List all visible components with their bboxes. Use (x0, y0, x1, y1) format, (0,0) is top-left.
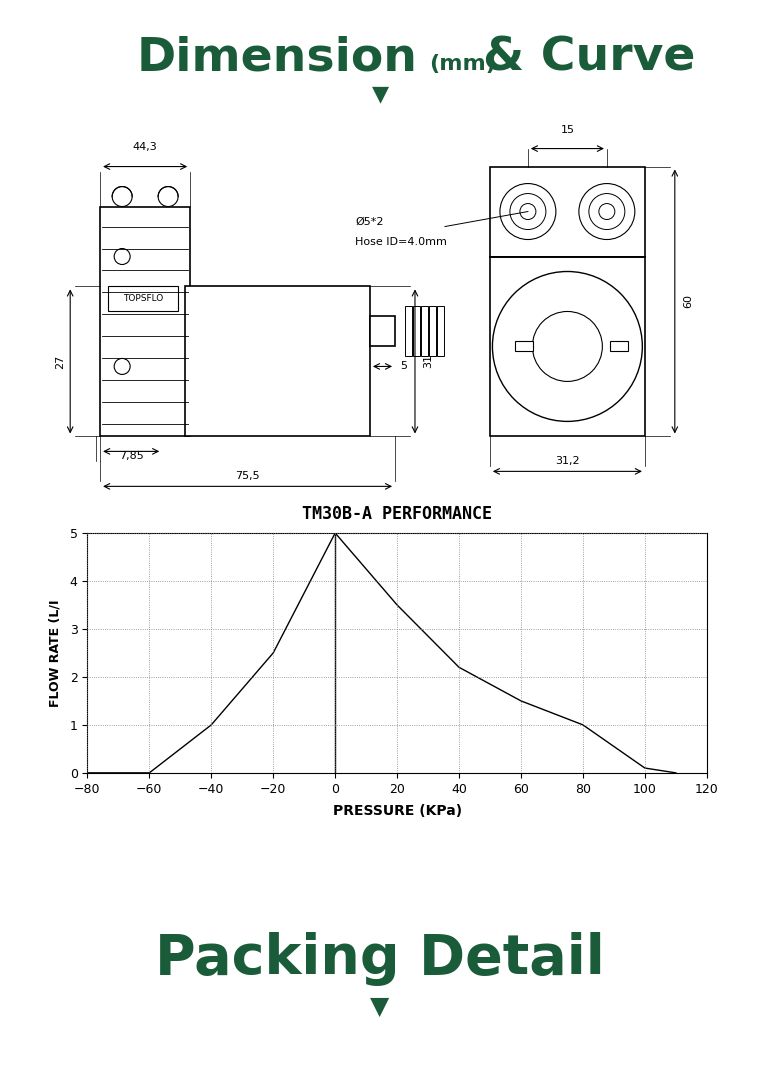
Bar (405, 307, 412, 356)
Circle shape (500, 183, 556, 240)
Title: TM30B-A PERFORMANCE: TM30B-A PERFORMANCE (302, 505, 492, 523)
Bar (429, 307, 436, 356)
Text: 60: 60 (682, 294, 693, 308)
Text: Packing Detail: Packing Detail (155, 933, 605, 986)
Bar (108, 287, 178, 311)
Circle shape (114, 248, 130, 264)
Text: Dimension: Dimension (137, 35, 418, 80)
Text: TOPSFLO: TOPSFLO (123, 294, 163, 303)
Bar (610, 341, 628, 352)
Text: Hose ID=4.0mm: Hose ID=4.0mm (355, 237, 447, 246)
Bar (490, 166, 644, 257)
Text: ▼: ▼ (370, 996, 390, 1019)
Circle shape (492, 272, 642, 421)
Circle shape (510, 194, 546, 229)
Bar (413, 307, 420, 356)
Circle shape (599, 204, 615, 220)
Circle shape (589, 194, 625, 229)
Bar (185, 287, 370, 436)
Circle shape (520, 204, 536, 220)
Text: (mm): (mm) (429, 54, 496, 74)
Bar (437, 307, 444, 356)
Text: 75,5: 75,5 (236, 471, 260, 482)
Bar (490, 257, 644, 436)
X-axis label: PRESSURE (KPa): PRESSURE (KPa) (333, 804, 461, 818)
Bar (100, 207, 190, 436)
Circle shape (114, 358, 130, 374)
Circle shape (112, 187, 132, 207)
Circle shape (158, 187, 178, 207)
Text: ▼: ▼ (372, 84, 388, 103)
Bar (421, 307, 428, 356)
Text: 27: 27 (55, 354, 65, 369)
Bar (370, 317, 395, 346)
Bar (515, 341, 533, 352)
Text: & Curve: & Curve (483, 35, 695, 80)
Text: Ø5*2: Ø5*2 (355, 216, 384, 227)
Text: 44,3: 44,3 (133, 142, 157, 151)
Text: 15: 15 (560, 125, 575, 134)
Text: 31: 31 (423, 354, 433, 369)
Text: 5: 5 (400, 361, 407, 371)
Text: 7,85: 7,85 (119, 451, 144, 462)
Circle shape (579, 183, 635, 240)
Y-axis label: FLOW RATE (L/I: FLOW RATE (L/I (49, 599, 62, 707)
Circle shape (533, 311, 603, 382)
Text: 31,2: 31,2 (555, 456, 580, 467)
